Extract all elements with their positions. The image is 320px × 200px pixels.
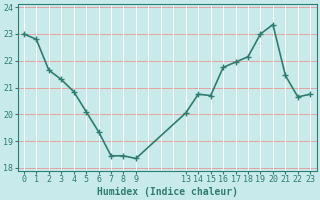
X-axis label: Humidex (Indice chaleur): Humidex (Indice chaleur) [97,186,237,197]
